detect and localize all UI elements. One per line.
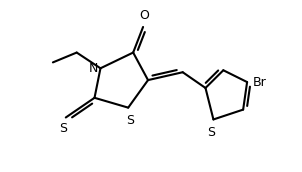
Text: S: S: [59, 122, 67, 135]
Text: S: S: [207, 126, 215, 139]
Text: Br: Br: [253, 76, 267, 89]
Text: O: O: [139, 9, 149, 22]
Text: N: N: [89, 62, 98, 75]
Text: S: S: [126, 114, 134, 127]
